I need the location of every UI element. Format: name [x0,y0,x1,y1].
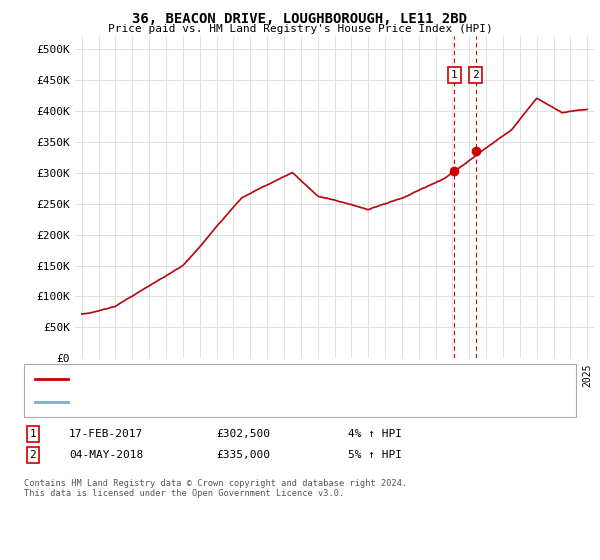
Text: 1: 1 [29,429,37,439]
Text: £335,000: £335,000 [216,450,270,460]
Text: 5% ↑ HPI: 5% ↑ HPI [348,450,402,460]
FancyBboxPatch shape [24,364,576,417]
Text: HPI: Average price, detached house, Charnwood: HPI: Average price, detached house, Char… [79,397,361,407]
Text: 2: 2 [472,70,479,80]
Text: 17-FEB-2017: 17-FEB-2017 [69,429,143,439]
Text: £302,500: £302,500 [216,429,270,439]
Text: 36, BEACON DRIVE, LOUGHBOROUGH, LE11 2BD (detached house): 36, BEACON DRIVE, LOUGHBOROUGH, LE11 2BD… [79,374,436,384]
Text: Contains HM Land Registry data © Crown copyright and database right 2024.
This d: Contains HM Land Registry data © Crown c… [24,479,407,498]
Text: 4% ↑ HPI: 4% ↑ HPI [348,429,402,439]
Text: 1: 1 [451,70,458,80]
Text: 2: 2 [29,450,37,460]
Text: 04-MAY-2018: 04-MAY-2018 [69,450,143,460]
Text: 36, BEACON DRIVE, LOUGHBOROUGH, LE11 2BD: 36, BEACON DRIVE, LOUGHBOROUGH, LE11 2BD [133,12,467,26]
Text: Price paid vs. HM Land Registry's House Price Index (HPI): Price paid vs. HM Land Registry's House … [107,24,493,34]
